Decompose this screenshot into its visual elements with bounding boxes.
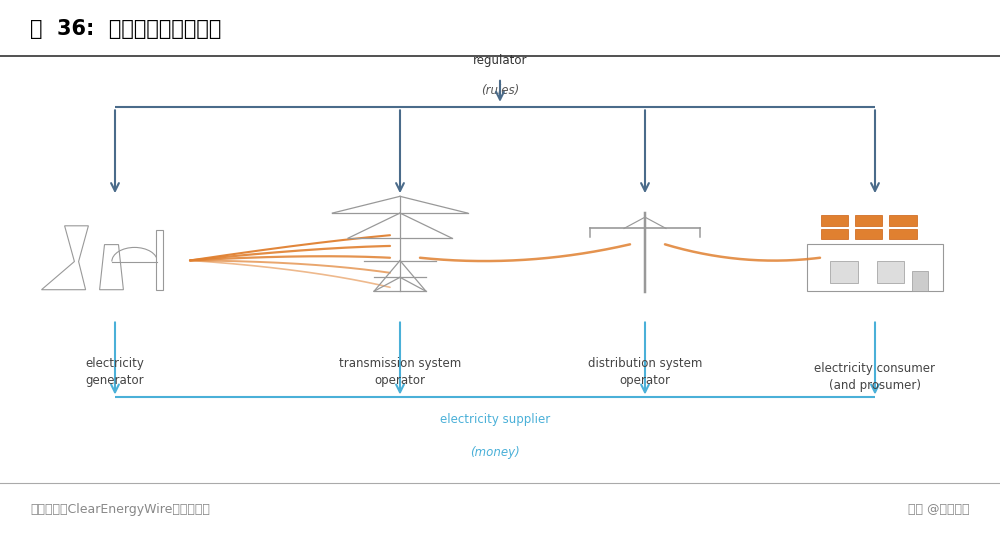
Text: (rules): (rules): [481, 84, 519, 97]
Text: 数据来源：ClearEnergyWire，东北证券: 数据来源：ClearEnergyWire，东北证券: [30, 503, 210, 516]
Polygon shape: [807, 244, 943, 291]
Polygon shape: [830, 261, 858, 282]
Text: regulator: regulator: [473, 54, 527, 67]
Polygon shape: [821, 229, 848, 240]
Polygon shape: [912, 271, 928, 291]
Polygon shape: [889, 215, 917, 226]
Text: distribution system
operator: distribution system operator: [588, 357, 702, 387]
Polygon shape: [156, 230, 163, 290]
Text: (money): (money): [470, 446, 520, 459]
Text: 头条 @未来智库: 头条 @未来智库: [908, 503, 970, 516]
Text: transmission system
operator: transmission system operator: [339, 357, 461, 387]
Polygon shape: [41, 226, 88, 290]
Text: electricity supplier: electricity supplier: [440, 413, 550, 426]
Text: electricity
generator: electricity generator: [86, 357, 144, 387]
Polygon shape: [855, 215, 882, 226]
Polygon shape: [855, 229, 882, 240]
Polygon shape: [877, 261, 904, 282]
Text: 图  36:  欧洲电力产业链组成: 图 36: 欧洲电力产业链组成: [30, 19, 221, 39]
Polygon shape: [100, 245, 123, 290]
Polygon shape: [889, 229, 917, 240]
Polygon shape: [821, 215, 848, 226]
Text: electricity consumer
(and prosumer): electricity consumer (and prosumer): [814, 362, 936, 393]
